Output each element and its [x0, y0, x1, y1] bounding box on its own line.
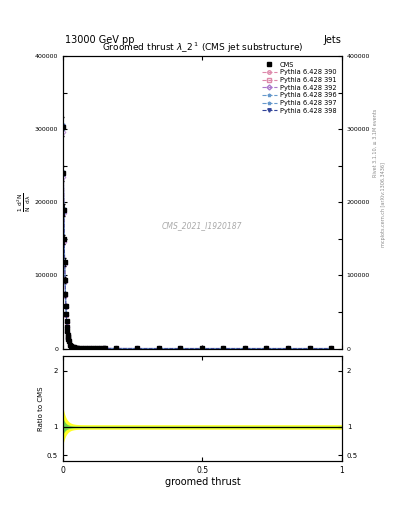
Text: Jets: Jets: [323, 35, 341, 45]
Text: mcplots.cern.ch [arXiv:1306.3436]: mcplots.cern.ch [arXiv:1306.3436]: [381, 162, 386, 247]
Legend: CMS, Pythia 6.428 390, Pythia 6.428 391, Pythia 6.428 392, Pythia 6.428 396, Pyt: CMS, Pythia 6.428 390, Pythia 6.428 391,…: [260, 60, 339, 116]
Text: Rivet 3.1.10, ≥ 3.1M events: Rivet 3.1.10, ≥ 3.1M events: [373, 109, 378, 178]
Text: CMS_2021_I1920187: CMS_2021_I1920187: [162, 221, 242, 230]
Y-axis label: Ratio to CMS: Ratio to CMS: [38, 387, 44, 431]
X-axis label: groomed thrust: groomed thrust: [165, 477, 240, 487]
Title: Groomed thrust $\lambda\_2^{\ 1}$ (CMS jet substructure): Groomed thrust $\lambda\_2^{\ 1}$ (CMS j…: [102, 40, 303, 55]
Text: 13000 GeV pp: 13000 GeV pp: [65, 35, 134, 45]
Y-axis label: $\mathregular{\frac{1}{N}\,\frac{d^2N}{d\lambda}}$: $\mathregular{\frac{1}{N}\,\frac{d^2N}{d…: [16, 193, 33, 212]
